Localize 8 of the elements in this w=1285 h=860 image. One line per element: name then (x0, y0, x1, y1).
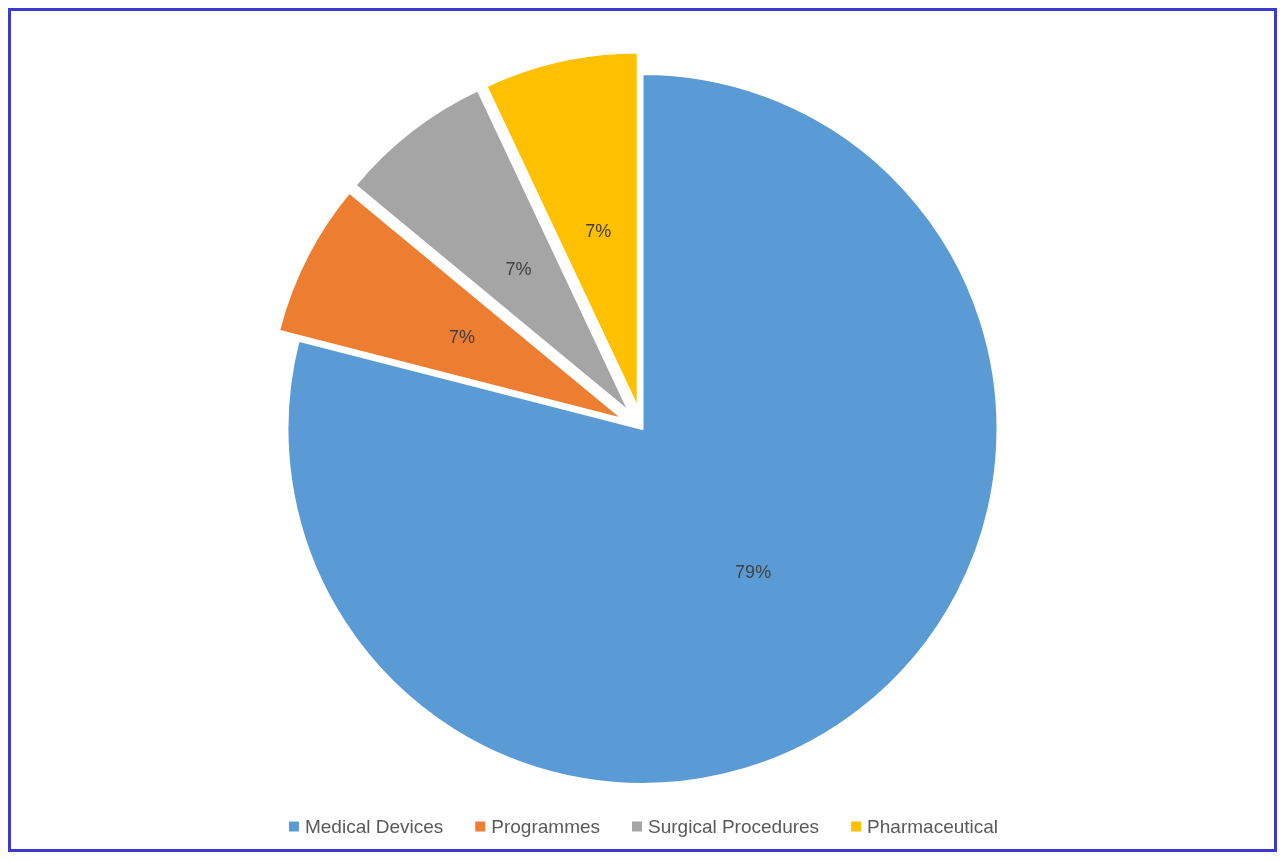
legend-label: Surgical Procedures (648, 816, 820, 837)
data-label: 7% (449, 327, 476, 348)
legend-label: Pharmaceutical (867, 816, 999, 837)
data-label: 7% (505, 258, 532, 279)
data-label: 79% (735, 561, 772, 582)
data-label: 7% (585, 221, 612, 242)
legend-label: Programmes (491, 816, 601, 837)
legend-label: Medical Devices (304, 816, 444, 837)
